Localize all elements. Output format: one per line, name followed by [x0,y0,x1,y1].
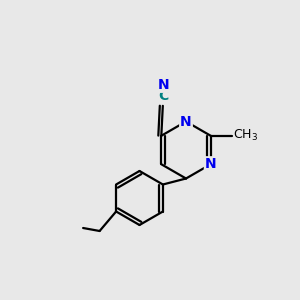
Text: C: C [158,89,168,103]
Text: N: N [205,157,217,171]
Text: N: N [158,78,170,92]
Text: CH$_3$: CH$_3$ [233,128,258,143]
Text: N: N [180,115,192,128]
